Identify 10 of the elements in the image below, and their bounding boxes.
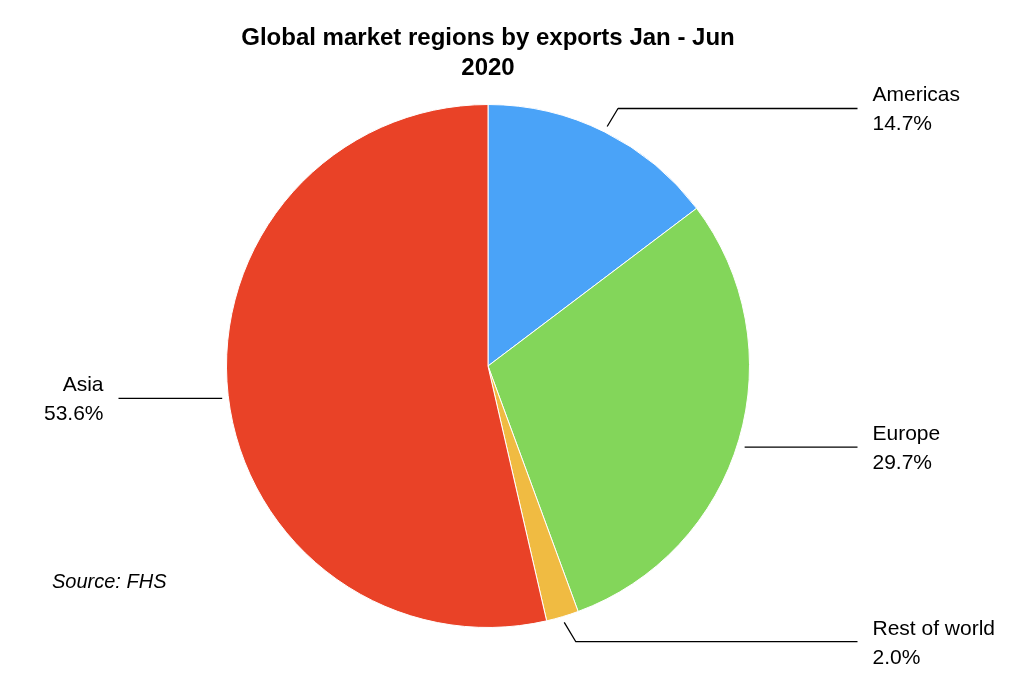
source-note: Source: FHS: [52, 570, 167, 593]
slice-label: Europe: [872, 420, 941, 444]
slice-label: Rest of world: [872, 615, 996, 639]
data-label: 14.7%: [872, 111, 933, 135]
slice-label: Asia: [62, 372, 104, 396]
data-label: 2.0%: [872, 644, 921, 668]
slice-label: Americas: [872, 82, 961, 106]
data-label: 29.7%: [872, 449, 933, 473]
data-label: 53.6%: [43, 401, 104, 425]
chart-title: Global market regions by exports Jan - Jun 2020: [240, 22, 736, 82]
